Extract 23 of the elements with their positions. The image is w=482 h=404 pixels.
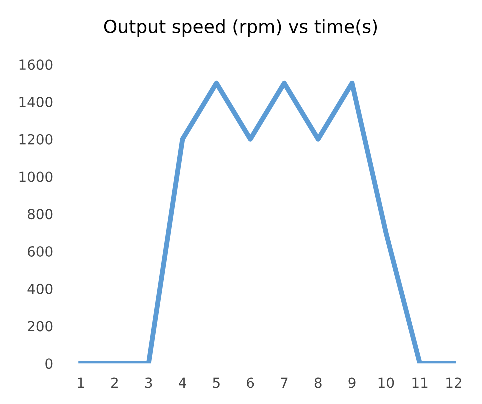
x-tick-label: 6 bbox=[247, 378, 254, 388]
x-tick-label: 5 bbox=[213, 378, 220, 388]
x-tick-label: 3 bbox=[145, 378, 152, 388]
chart-title: Output speed (rpm) vs time(s) bbox=[104, 20, 378, 38]
y-tick-label: 1200 bbox=[20, 134, 53, 145]
x-tick-label: 8 bbox=[314, 378, 322, 388]
x-tick-label: 10 bbox=[378, 378, 394, 388]
y-tick-label: 1000 bbox=[20, 172, 53, 182]
y-tick-label: 600 bbox=[28, 246, 53, 257]
y-tick-label: 1400 bbox=[20, 96, 53, 108]
x-tick-label: 11 bbox=[412, 378, 428, 388]
y-tick-label: 0 bbox=[46, 358, 53, 370]
line-series bbox=[78, 80, 456, 364]
x-tick-label: 4 bbox=[179, 378, 186, 388]
y-tick-label: 1600 bbox=[20, 60, 53, 70]
x-tick-label: 9 bbox=[348, 378, 356, 388]
y-tick-label: 800 bbox=[28, 209, 53, 220]
y-tick-label: 400 bbox=[28, 284, 53, 294]
x-tick-label: 7 bbox=[281, 378, 288, 388]
y-tick-label: 200 bbox=[28, 321, 53, 332]
x-tick-label: 12 bbox=[446, 378, 462, 388]
x-tick-label: 2 bbox=[112, 378, 118, 388]
x-tick-label: 1 bbox=[78, 378, 84, 388]
